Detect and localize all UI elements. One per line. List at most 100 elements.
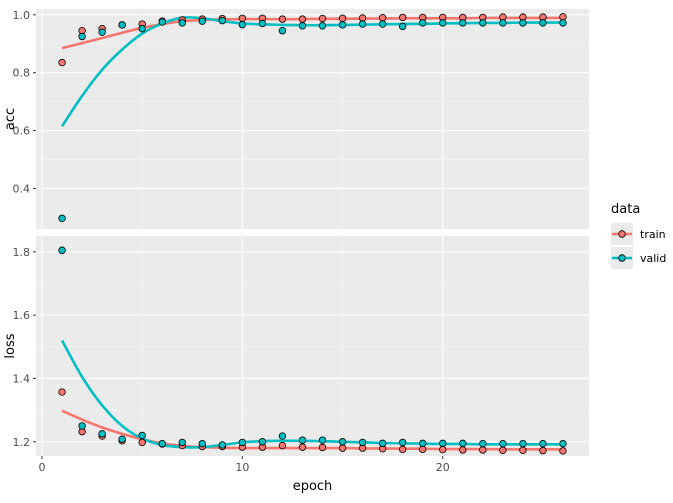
point-valid [298, 436, 307, 444]
legend-key-point [618, 230, 626, 238]
point-valid [338, 21, 347, 29]
panel-loss: 1.2 1.4 1.6 1.8 loss [3, 236, 589, 456]
point-valid [98, 28, 106, 36]
point-valid [499, 439, 507, 448]
point-valid [138, 24, 146, 33]
point-train [539, 446, 547, 455]
point-valid [378, 20, 387, 28]
point-train [318, 443, 327, 452]
point-valid [318, 436, 327, 444]
y-tick-label: 0.8 [13, 67, 31, 80]
point-valid [118, 435, 126, 443]
point-valid [218, 441, 227, 449]
point-valid [459, 439, 467, 448]
point-valid [499, 19, 507, 27]
point-train [58, 388, 66, 396]
y-tick-label: 1.6 [13, 309, 31, 322]
point-train [358, 14, 367, 22]
point-train [298, 15, 307, 23]
point-valid [559, 439, 567, 448]
point-train [338, 444, 347, 452]
point-valid [118, 21, 126, 29]
point-train [439, 445, 447, 454]
point-valid [158, 439, 166, 448]
point-valid [378, 439, 387, 448]
point-train [278, 441, 287, 450]
point-train [559, 447, 567, 455]
point-valid [98, 430, 106, 438]
point-train [479, 446, 487, 454]
point-valid [459, 19, 467, 27]
panel-background [36, 9, 589, 229]
legend-label: train [640, 228, 666, 241]
point-valid [418, 19, 427, 27]
point-train [499, 446, 507, 455]
point-valid [479, 439, 487, 448]
point-valid [278, 27, 287, 35]
point-train [559, 13, 567, 21]
panel-acc: 0.4 0.6 0.8 1.0 acc [3, 9, 589, 229]
point-valid [198, 439, 207, 448]
legend-item-train: train [611, 223, 666, 245]
point-valid [178, 438, 186, 447]
point-valid [439, 439, 447, 448]
point-valid [398, 438, 407, 447]
x-axis-title: epoch [293, 479, 333, 494]
y-tick-label: 0.4 [13, 182, 31, 195]
point-valid [539, 439, 547, 448]
point-valid [439, 19, 447, 27]
point-train [298, 443, 307, 451]
point-valid [318, 22, 327, 30]
x-axis: 0 10 20 epoch [39, 456, 450, 494]
point-valid [238, 20, 247, 29]
point-train [338, 14, 347, 22]
point-valid [358, 20, 367, 28]
point-valid [278, 432, 287, 440]
point-valid [358, 438, 367, 447]
point-train [58, 58, 66, 67]
y-axis-title: loss [3, 333, 18, 358]
point-valid [198, 17, 207, 25]
legend-title: data [611, 202, 640, 217]
point-valid [298, 22, 307, 30]
point-train [519, 446, 527, 455]
panel-background [36, 236, 589, 456]
point-valid [238, 438, 247, 447]
y-tick-label: 0.6 [13, 125, 31, 138]
panels-layer: 0.4 0.6 0.8 1.0 acc 1.2 1.4 1.6 1.8 loss [3, 9, 589, 456]
point-train [278, 15, 287, 23]
y-tick-label: 1.8 [13, 246, 31, 259]
point-train [418, 445, 427, 454]
point-valid [78, 422, 86, 430]
point-valid [519, 439, 527, 448]
point-valid [398, 22, 407, 31]
x-tick-label: 0 [39, 461, 46, 474]
point-valid [418, 439, 427, 448]
point-train [238, 14, 247, 22]
legend-label: valid [640, 252, 666, 265]
point-valid [78, 32, 86, 41]
data-points [58, 246, 567, 455]
point-valid [519, 19, 527, 27]
point-valid [138, 431, 146, 440]
point-valid [178, 19, 186, 27]
point-train [378, 13, 387, 22]
point-valid [539, 19, 547, 27]
y-tick-label: 1.2 [13, 436, 31, 449]
point-train [318, 14, 327, 23]
point-valid [479, 19, 487, 27]
y-tick-label: 1.4 [13, 372, 31, 385]
point-valid [258, 438, 267, 446]
y-tick-label: 1.0 [13, 9, 31, 22]
point-train [398, 445, 407, 454]
y-axis-title: acc [3, 108, 18, 130]
point-valid [58, 214, 66, 222]
legend-item-valid: valid [611, 247, 666, 269]
x-tick-label: 10 [235, 461, 249, 474]
point-valid [338, 438, 347, 446]
point-train [398, 13, 407, 22]
point-train [138, 438, 146, 447]
